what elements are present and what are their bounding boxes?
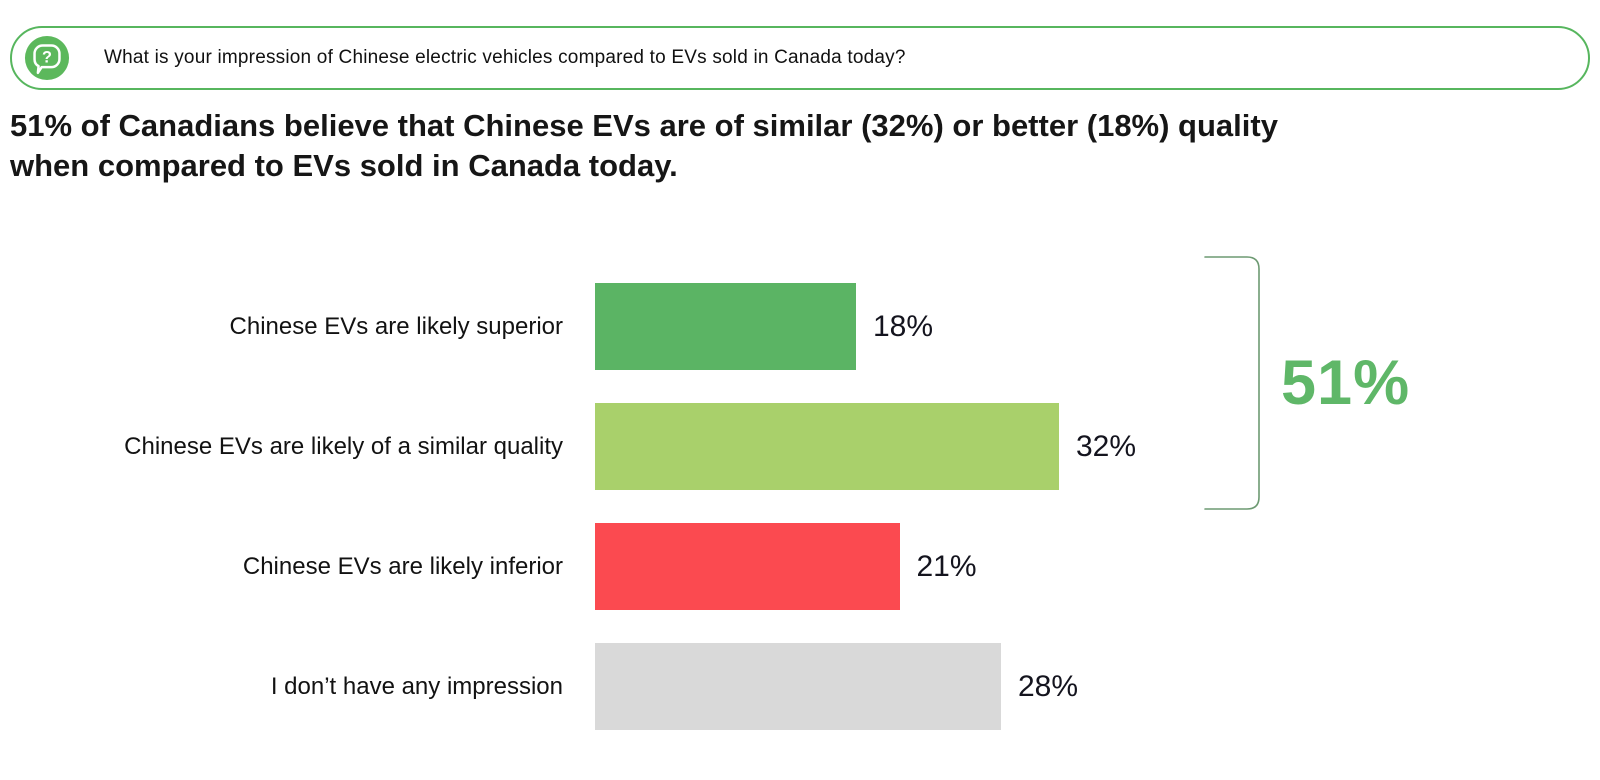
question-banner: ? What is your impression of Chinese ele…: [10, 26, 1590, 90]
headline-line-1: 51% of Canadians believe that Chinese EV…: [10, 108, 1278, 143]
chart-row-inferior: Chinese EVs are likely inferior 21%: [0, 523, 1600, 610]
bar-superior: [595, 283, 856, 370]
headline: 51% of Canadians believe that Chinese EV…: [10, 106, 1510, 186]
value-label: 18%: [873, 310, 934, 343]
value-label: 32%: [1076, 430, 1137, 463]
question-bubble-icon: ?: [24, 35, 70, 81]
chart-row-superior: Chinese EVs are likely superior 18%: [0, 283, 1600, 370]
bar-similar: [595, 403, 1059, 490]
bar-inferior: [595, 523, 900, 610]
value-label: 28%: [1018, 670, 1079, 703]
category-label: Chinese EVs are likely of a similar qual…: [124, 433, 563, 460]
group-total-label: 51%: [1281, 348, 1411, 418]
svg-text:?: ?: [42, 48, 52, 66]
bar-no-impression: [595, 643, 1001, 730]
question-text: What is your impression of Chinese elect…: [104, 47, 906, 68]
value-label: 21%: [916, 550, 977, 583]
chart-row-no-impression: I don’t have any impression 28%: [0, 643, 1600, 730]
category-label: Chinese EVs are likely superior: [229, 313, 563, 340]
group-bracket: [1204, 256, 1260, 510]
category-label: I don’t have any impression: [270, 673, 563, 700]
category-label: Chinese EVs are likely inferior: [242, 553, 563, 580]
chart-row-similar: Chinese EVs are likely of a similar qual…: [0, 403, 1600, 490]
headline-line-2: when compared to EVs sold in Canada toda…: [10, 148, 678, 183]
